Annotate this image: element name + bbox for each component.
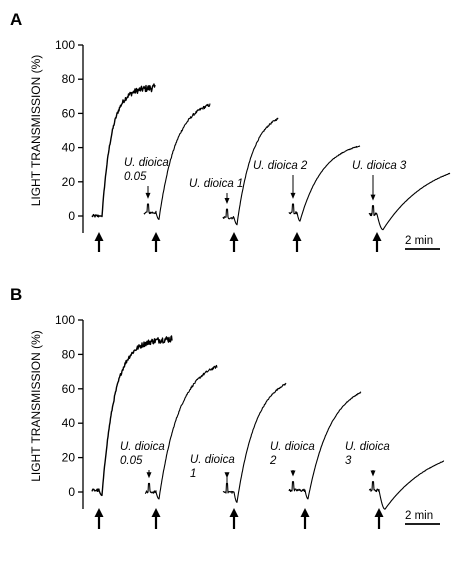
inhibitor-arrowhead	[224, 198, 230, 205]
scale-bar-label: 2 min	[405, 510, 433, 522]
agonist-arrowhead	[300, 508, 310, 517]
inhibitor-arrowhead	[145, 192, 151, 199]
trace-5	[368, 172, 451, 231]
inhibitor-label: U. dioica	[270, 441, 315, 453]
trace-1	[91, 83, 156, 218]
y-axis-label: LIGHT TRANSMISSION (%)	[29, 330, 43, 482]
inhibitor-arrowhead	[290, 192, 296, 199]
y-tick-label: 60	[62, 382, 76, 396]
trace-4	[288, 145, 361, 222]
y-tick-label: 100	[55, 313, 75, 327]
agonist-arrowhead	[94, 232, 104, 241]
trace-4	[288, 391, 362, 500]
y-tick-label: 60	[62, 106, 76, 120]
trace-2	[143, 103, 211, 220]
inhibitor-label: 0.05	[124, 171, 147, 183]
y-tick-label: 20	[62, 451, 76, 465]
inhibitor-label: U. dioica 1	[189, 178, 243, 190]
trace-1	[91, 335, 173, 497]
y-axis-label: LIGHT TRANSMISSION (%)	[29, 55, 43, 207]
trace-3	[222, 117, 279, 226]
inhibitor-label: U. dioica 3	[352, 160, 407, 172]
agonist-arrowhead	[292, 232, 302, 241]
inhibitor-label: U. dioica 2	[253, 160, 308, 172]
panel-letter: A	[10, 10, 22, 29]
y-tick-label: 100	[55, 38, 75, 52]
trace-2	[144, 364, 218, 500]
panel-letter: B	[10, 285, 22, 304]
inhibitor-arrowhead	[224, 472, 230, 479]
inhibitor-label: 1	[190, 468, 196, 480]
y-tick-label: 20	[62, 175, 76, 189]
agonist-arrowhead	[372, 232, 382, 241]
y-tick-label: 80	[62, 347, 76, 361]
inhibitor-arrowhead	[290, 470, 296, 477]
y-tick-label: 80	[62, 72, 76, 86]
panel-A: A LIGHT TRANSMISSION (%) 0 20 40 60 80 100 U. di…	[10, 10, 451, 252]
trace-3	[222, 382, 287, 503]
panel-B: B LIGHT TRANSMISSION (%) 0 20 40 60 80 100 U. di…	[10, 285, 445, 529]
inhibitor-arrowhead	[370, 470, 376, 477]
inhibitor-label: U. dioica	[124, 157, 169, 169]
agonist-arrowhead	[151, 508, 161, 517]
inhibitor-label: 2	[269, 455, 277, 467]
y-tick-label: 40	[62, 416, 76, 430]
agonist-arrowhead	[229, 508, 239, 517]
inhibitor-label: U. dioica	[190, 454, 235, 466]
agonist-arrowhead	[229, 232, 239, 241]
inhibitor-label: U. dioica	[345, 441, 390, 453]
y-tick-label: 0	[68, 209, 75, 223]
trace-5	[368, 460, 445, 510]
inhibitor-arrowhead	[146, 472, 152, 479]
agonist-arrowhead	[151, 232, 161, 241]
inhibitor-label: U. dioica	[120, 441, 165, 453]
inhibitor-arrowhead	[370, 194, 376, 201]
scale-bar-label: 2 min	[405, 235, 433, 247]
agonist-arrowhead	[374, 508, 384, 517]
y-tick-label: 40	[62, 141, 76, 155]
inhibitor-label: 0.05	[120, 455, 143, 467]
agonist-arrowhead	[94, 508, 104, 517]
y-tick-label: 0	[68, 485, 75, 499]
inhibitor-label: 3	[345, 455, 352, 467]
